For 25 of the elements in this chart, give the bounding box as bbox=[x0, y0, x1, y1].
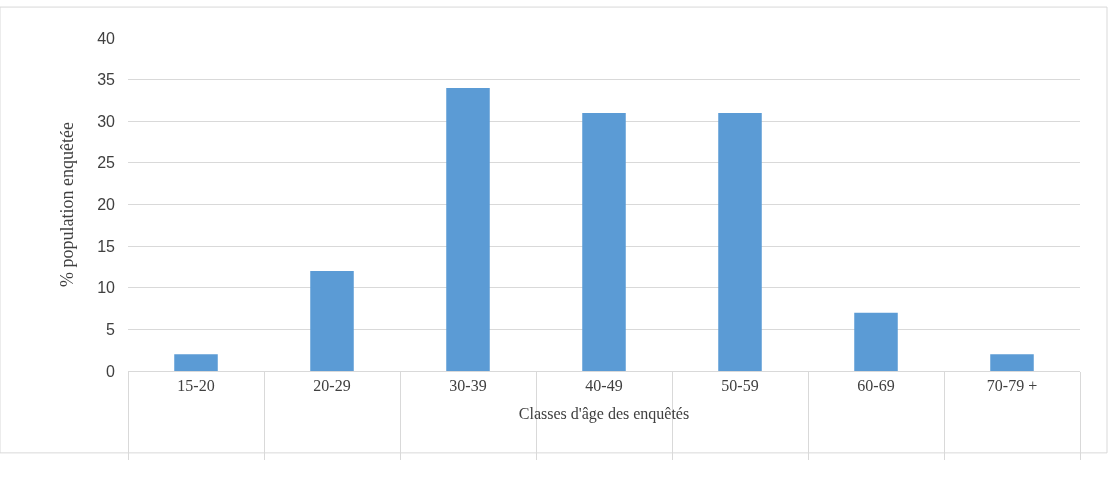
bar bbox=[718, 112, 762, 371]
bar bbox=[446, 87, 490, 371]
bar bbox=[310, 271, 354, 371]
x-tick-label: 40-49 bbox=[585, 377, 623, 395]
x-tick-label: 50-59 bbox=[721, 377, 759, 395]
bar bbox=[582, 112, 626, 371]
y-axis-title: % population enquêtée bbox=[57, 122, 78, 287]
bar bbox=[174, 354, 218, 371]
y-tick-label: 40 bbox=[97, 29, 116, 47]
y-tick-label: 15 bbox=[97, 237, 116, 255]
x-tick-label: 30-39 bbox=[449, 377, 487, 395]
bar bbox=[990, 354, 1034, 371]
y-tick-label: 0 bbox=[106, 362, 116, 380]
x-tick-label: 20-29 bbox=[313, 377, 351, 395]
x-tick-label: 60-69 bbox=[857, 377, 895, 395]
y-tick-label: 20 bbox=[97, 196, 116, 214]
y-tick-label: 35 bbox=[97, 71, 116, 89]
x-tick-label: 15-20 bbox=[177, 377, 215, 395]
x-tick-label: 70-79 + bbox=[986, 377, 1038, 395]
x-axis-title: Classes d'âge des enquêtés bbox=[518, 404, 690, 423]
y-tick-label: 30 bbox=[97, 112, 116, 130]
y-tick-label: 5 bbox=[106, 320, 116, 338]
y-tick-label: 25 bbox=[97, 154, 116, 172]
y-tick-label: 10 bbox=[97, 279, 116, 297]
bar bbox=[854, 312, 898, 371]
